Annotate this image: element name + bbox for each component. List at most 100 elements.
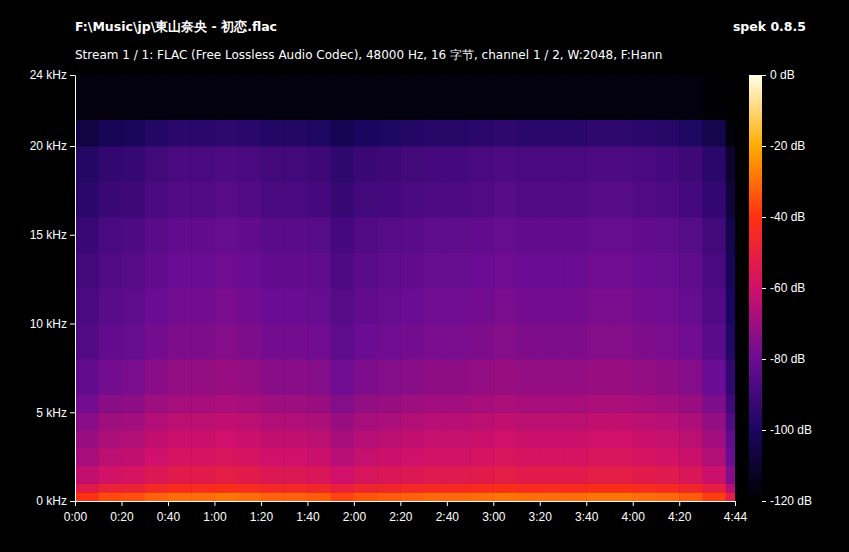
cell	[656, 359, 680, 395]
cell	[540, 146, 564, 182]
cell	[168, 359, 192, 395]
tick: -20 dB	[762, 139, 805, 153]
cell	[121, 492, 145, 501]
cell	[679, 146, 703, 182]
tick-mark	[762, 359, 766, 360]
cell	[400, 217, 424, 253]
cell	[470, 466, 494, 484]
cell	[261, 288, 285, 324]
cell	[307, 146, 331, 182]
cell	[284, 119, 308, 146]
tick: 0:20	[110, 501, 134, 524]
cell	[214, 324, 238, 360]
tick: 20 kHz	[30, 139, 75, 153]
cell	[540, 217, 564, 253]
cell	[238, 359, 262, 395]
cell	[354, 217, 378, 253]
cell	[214, 430, 238, 448]
cell	[656, 253, 680, 289]
cell	[261, 430, 285, 448]
cell	[633, 146, 657, 182]
cell	[656, 146, 680, 182]
cell	[493, 146, 517, 182]
cell	[261, 324, 285, 360]
tick-label: 3:40	[575, 510, 599, 524]
cell	[98, 492, 122, 501]
cell	[214, 253, 238, 289]
cell	[238, 146, 262, 182]
cell	[679, 359, 703, 395]
tick-mark	[679, 501, 680, 506]
tick-label: 10 kHz	[30, 317, 67, 331]
tick-mark	[762, 75, 766, 76]
cell	[726, 483, 735, 492]
cell	[238, 182, 262, 218]
tick-label: 0:20	[110, 510, 134, 524]
cell	[679, 466, 703, 484]
cell	[284, 492, 308, 501]
cell	[517, 119, 541, 146]
title: F:\Music\jp\東山奈央 - 初恋.flac	[75, 19, 277, 34]
colorbar-axis: 0 dB-20 dB-40 dB-60 dB-80 dB-100 dB-120 …	[762, 68, 812, 508]
tick-label: 2:20	[389, 510, 413, 524]
cell	[331, 75, 355, 120]
cell	[75, 412, 99, 430]
cell	[354, 119, 378, 146]
cell	[238, 466, 262, 484]
cell	[400, 448, 424, 466]
cell	[726, 448, 735, 466]
cell	[447, 182, 471, 218]
cell	[424, 288, 448, 324]
cell	[98, 448, 122, 466]
cell	[679, 430, 703, 448]
cell	[563, 412, 587, 430]
cell	[726, 253, 735, 289]
cell	[540, 466, 564, 484]
cell	[168, 466, 192, 484]
cell	[610, 359, 634, 395]
cell	[447, 146, 471, 182]
tick-label: -40 dB	[770, 210, 805, 224]
cell	[586, 483, 610, 492]
cell	[400, 359, 424, 395]
tick-label: -80 dB	[770, 352, 805, 366]
cell	[377, 483, 401, 492]
cell	[168, 288, 192, 324]
cell	[563, 217, 587, 253]
cell	[493, 466, 517, 484]
cell	[354, 466, 378, 484]
tick-label: 0 dB	[770, 68, 795, 82]
tick: 5 kHz	[36, 406, 75, 420]
cell	[610, 75, 634, 120]
cell	[586, 217, 610, 253]
cell	[214, 492, 238, 501]
cell	[354, 146, 378, 182]
cell	[331, 288, 355, 324]
cell	[331, 253, 355, 289]
cell	[307, 119, 331, 146]
cell	[354, 395, 378, 413]
cell	[331, 430, 355, 448]
cell	[75, 430, 99, 448]
cell	[98, 253, 122, 289]
cell	[400, 253, 424, 289]
cell	[517, 466, 541, 484]
tick: 1:40	[296, 501, 320, 524]
cell	[586, 492, 610, 501]
cell	[307, 430, 331, 448]
cell	[540, 430, 564, 448]
cell	[121, 395, 145, 413]
cell	[447, 217, 471, 253]
cell	[586, 75, 610, 120]
cell	[726, 466, 735, 484]
cell	[586, 448, 610, 466]
cell	[75, 324, 99, 360]
cell	[726, 75, 735, 120]
tick-mark	[261, 501, 262, 506]
cell	[470, 483, 494, 492]
cell	[377, 75, 401, 120]
cell	[377, 146, 401, 182]
cell	[331, 412, 355, 430]
cell	[168, 412, 192, 430]
tick-mark	[70, 501, 75, 502]
